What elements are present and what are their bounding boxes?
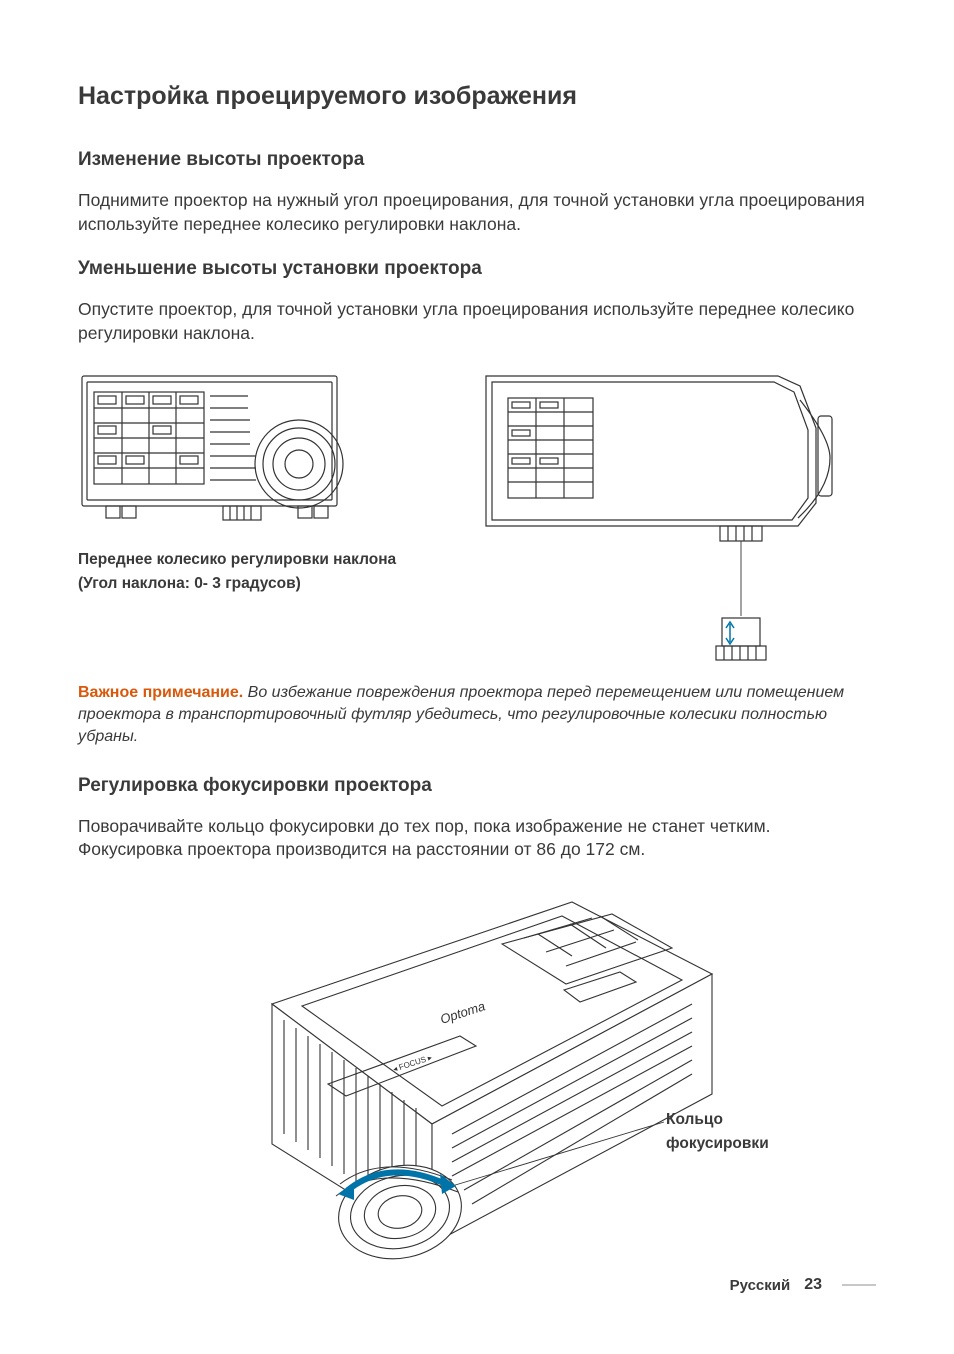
caption-line1: Переднее колесико регулировки наклона: [78, 548, 438, 572]
focus-ring-label: Кольцо фокусировки: [666, 1108, 769, 1156]
note-label: Важное примечание.: [78, 684, 243, 701]
page-content: Настройка проецируемого изображения Изме…: [0, 0, 954, 1324]
section2-text: Опустите проектор, для точной установки …: [78, 298, 876, 345]
figure-caption: Переднее колесико регулировки наклона (У…: [78, 548, 438, 596]
section1-heading: Изменение высоты проектора: [78, 149, 876, 171]
caption-line2: (Угол наклона: 0- 3 градусов): [78, 572, 438, 596]
footer-bar-icon: [842, 1284, 876, 1286]
focus-label-line2: фокусировки: [666, 1132, 769, 1156]
section3-text: Поворачивайте кольцо фокусировки до тех …: [78, 815, 876, 862]
page-footer: Русский 23: [730, 1276, 876, 1294]
footer-page-number: 23: [804, 1276, 822, 1294]
section2-heading: Уменьшение высоты установки проектора: [78, 258, 876, 280]
projector-side-icon: [478, 368, 848, 668]
section1-text: Поднимите проектор на нужный угол проеци…: [78, 189, 876, 236]
section3-heading: Регулировка фокусировки проектора: [78, 775, 876, 797]
figure-row: Переднее колесико регулировки наклона (У…: [78, 368, 876, 668]
page-title: Настройка проецируемого изображения: [78, 82, 876, 111]
important-note: Важное примечание. Во избежание поврежде…: [78, 682, 876, 749]
footer-language: Русский: [730, 1277, 791, 1294]
figure-side: [478, 368, 848, 668]
projector-perspective-icon: Optoma ◂ FOCUS ▸: [152, 884, 802, 1284]
figure-focus: Optoma ◂ FOCUS ▸: [152, 884, 802, 1284]
projector-front-icon: [78, 368, 373, 536]
figure-front: Переднее колесико регулировки наклона (У…: [78, 368, 438, 596]
focus-label-line1: Кольцо: [666, 1108, 769, 1132]
